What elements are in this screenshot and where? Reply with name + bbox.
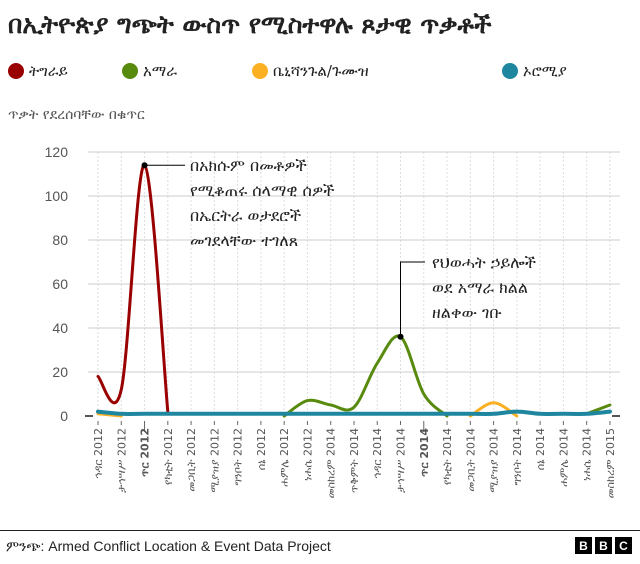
legend-item-amhara: አማራ xyxy=(122,62,177,80)
series-line xyxy=(96,409,612,416)
x-tick-label: ግንቦት 2012 xyxy=(232,428,245,485)
x-tick-label: ታኅሣሥ 2014 xyxy=(395,428,408,493)
x-tick-label: ሐምሌ 2014 xyxy=(557,428,570,487)
y-tick-label: 100 xyxy=(45,188,69,204)
annotation-text: ወደ አማራ ክልል xyxy=(432,278,528,297)
series-lines xyxy=(96,163,612,418)
y-tick-label: 60 xyxy=(52,276,68,292)
legend-label: አማራ xyxy=(143,62,178,80)
annotation-text: ዘልቀው ገቡ xyxy=(432,303,502,322)
x-tick-label: የካቲት 2012 xyxy=(162,428,175,485)
source-note: ምንጭ: Armed Conflict Location & Event Dat… xyxy=(6,538,331,554)
x-tick-label: ኅዳር 2014 xyxy=(371,428,384,479)
annotation-text: የህወሓት ኃይሎች xyxy=(432,253,536,272)
x-tick-label: መስከረም 2014 xyxy=(325,428,338,498)
y-axis-ticks: 0 20 40 60 80 100 120 xyxy=(45,144,620,424)
series-line xyxy=(96,163,170,414)
legend-label: ትግራይ xyxy=(29,62,68,80)
annotation-text: በአክሱም በመቶዎች xyxy=(190,156,307,175)
legend-item-oromia: ኦሮሚያ xyxy=(502,62,567,80)
x-tick-label: ሰኔ 2014 xyxy=(534,428,547,470)
y-tick-label: 120 xyxy=(45,144,69,160)
x-tick-label: ሚያዝያ 2014 xyxy=(488,428,501,492)
legend-dot-icon xyxy=(8,63,24,79)
logo-letter: B xyxy=(575,537,592,554)
line-chart: 0 20 40 60 80 100 120 ኅዳር 2012 ታኅሣሥ 2012 ጥር 2012… xyxy=(45,144,620,498)
annotation-text: የሚቆጠሩ ሰላማዊ ሰዎች xyxy=(190,181,334,200)
y-tick-label: 20 xyxy=(52,364,68,380)
legend-label: ቤኒሻንጉል/ጉሙዝ xyxy=(273,62,369,80)
x-tick-label: ነሐሴ 2014 xyxy=(581,428,594,481)
y-tick-label: 80 xyxy=(52,232,68,248)
legend-label: ኦሮሚያ xyxy=(523,62,567,80)
x-tick-label: መጋቢት 2012 xyxy=(185,428,198,492)
bbc-logo: B B C xyxy=(575,537,632,554)
footer-divider xyxy=(0,530,640,531)
x-tick-label: የካቲት 2014 xyxy=(441,428,454,485)
legend-item-benishangul: ቤኒሻንጉል/ጉሙዝ xyxy=(252,62,369,80)
legend-dot-icon xyxy=(502,63,518,79)
chart-title: በኢትዮጵያ ግጭት ውስጥ የሚስተዋሉ ጾታዊ ጥቃቶች xyxy=(8,10,492,39)
x-tick-label: ነሐሴ 2012 xyxy=(301,428,314,481)
gridlines xyxy=(88,151,620,416)
series-line xyxy=(96,412,123,418)
logo-letter: C xyxy=(615,537,632,554)
legend-item-tigray: ትግራይ xyxy=(8,62,68,80)
annotation-text: በኤርትራ ወታደሮች xyxy=(190,206,301,225)
x-tick-label: ኅዳር 2012 xyxy=(92,428,105,479)
legend: ትግራይ አማራ ቤኒሻንጉል/ጉሙዝ ኦሮሚያ xyxy=(8,62,638,86)
legend-dot-icon xyxy=(122,63,138,79)
y-axis-label: ጥቃት የደረሰባቸው በቁጥር xyxy=(8,107,145,123)
x-tick-label: ሚያዝያ 2012 xyxy=(208,428,221,492)
x-tick-label: ጥር 2012 xyxy=(139,428,152,477)
x-tick-label: ታኅሣሥ 2012 xyxy=(115,428,128,493)
x-tick-label: መስከረም 2015 xyxy=(604,428,617,498)
y-tick-label: 40 xyxy=(52,320,68,336)
annotation-text: መገደላቸው ተገለጸ xyxy=(190,231,298,250)
x-tick-label: ጥቅምት 2014 xyxy=(348,428,361,493)
legend-dot-icon xyxy=(252,63,268,79)
x-tick-label: ሰኔ 2012 xyxy=(255,428,268,470)
y-tick-label: 0 xyxy=(60,408,68,424)
x-tick-label: መጋቢት 2014 xyxy=(464,428,477,492)
logo-letter: B xyxy=(595,537,612,554)
x-tick-label: ጥር 2014 xyxy=(418,428,431,477)
x-tick-label: ግንቦት 2014 xyxy=(511,428,524,485)
x-axis-ticks: ኅዳር 2012 ታኅሣሥ 2012 ጥር 2012 የካቲት 2012 መጋቢት 20… xyxy=(92,421,617,498)
series-line xyxy=(282,334,449,418)
annotations: በአክሱም በመቶዎች የሚቆጠሩ ሰላማዊ ሰዎች በኤርትራ ወታደሮች መገደላ… xyxy=(141,156,536,340)
x-tick-label: ሐምሌ 2012 xyxy=(278,428,291,487)
